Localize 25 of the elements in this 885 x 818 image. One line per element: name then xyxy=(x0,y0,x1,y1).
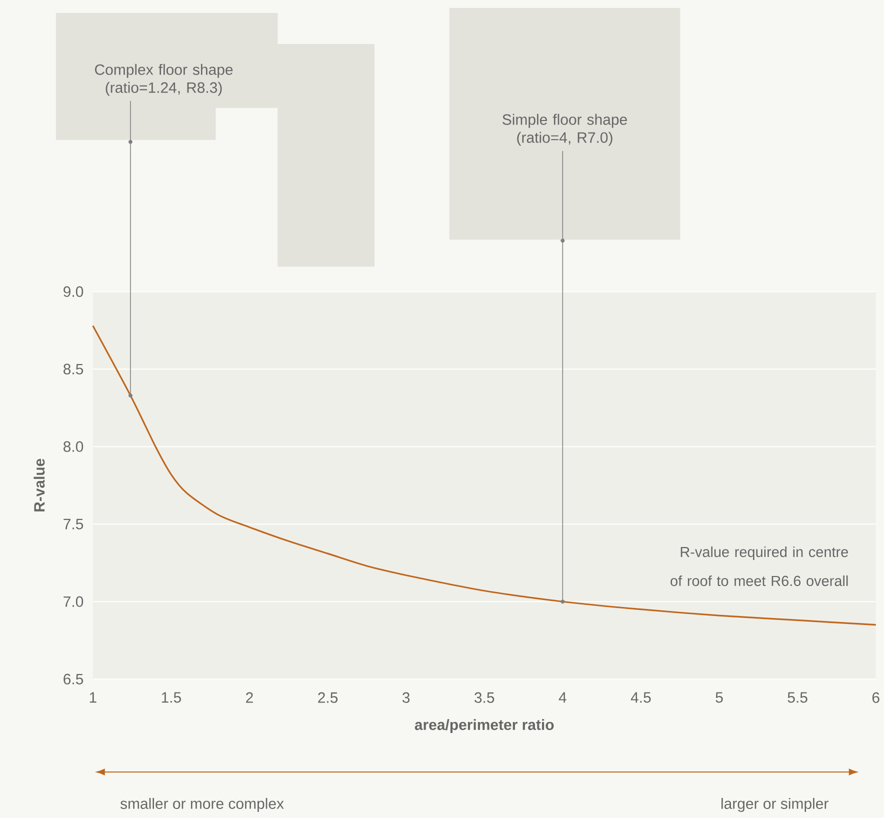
x-tick-label: 4.5 xyxy=(630,692,651,703)
x-tick-label: 3 xyxy=(402,692,410,703)
x-tick-label: 3.5 xyxy=(474,692,494,703)
x-tick-label: 2 xyxy=(246,692,253,703)
x-axis-title: area/perimeter ratio xyxy=(414,719,554,734)
line-series xyxy=(92,324,877,626)
y-tick-label: 9.0 xyxy=(64,286,84,297)
y-tick-label: 6.5 xyxy=(64,674,84,684)
text: smaller or more complex xyxy=(120,798,284,812)
y-tick-label: 8.5 xyxy=(64,364,84,374)
annotation: R-value required in centre of roof to meet R6.6 overall xyxy=(670,546,848,586)
x-tick-label: 2.5 xyxy=(318,692,338,703)
x-tick-label: 1.5 xyxy=(162,692,181,703)
annotation: Simple floor shape (ratio=4, R7.0) xyxy=(502,114,627,146)
y-tick-label: 8.0 xyxy=(64,441,84,452)
x-tick-label: 4 xyxy=(558,692,566,703)
y-axis-title: R-value xyxy=(34,458,45,512)
y-tick-label: 7.0 xyxy=(64,596,84,607)
annotation: Complex floor shape (ratio=1.24, R8.3) xyxy=(95,64,233,96)
x-tick-label: 1 xyxy=(90,692,96,703)
text: larger or simpler xyxy=(721,798,828,812)
x-tick-label: 5.5 xyxy=(788,692,808,703)
x-tick-label: 6 xyxy=(872,692,880,703)
y-tick-label: 7.5 xyxy=(64,518,84,530)
x-tick-label: 5 xyxy=(716,692,723,703)
